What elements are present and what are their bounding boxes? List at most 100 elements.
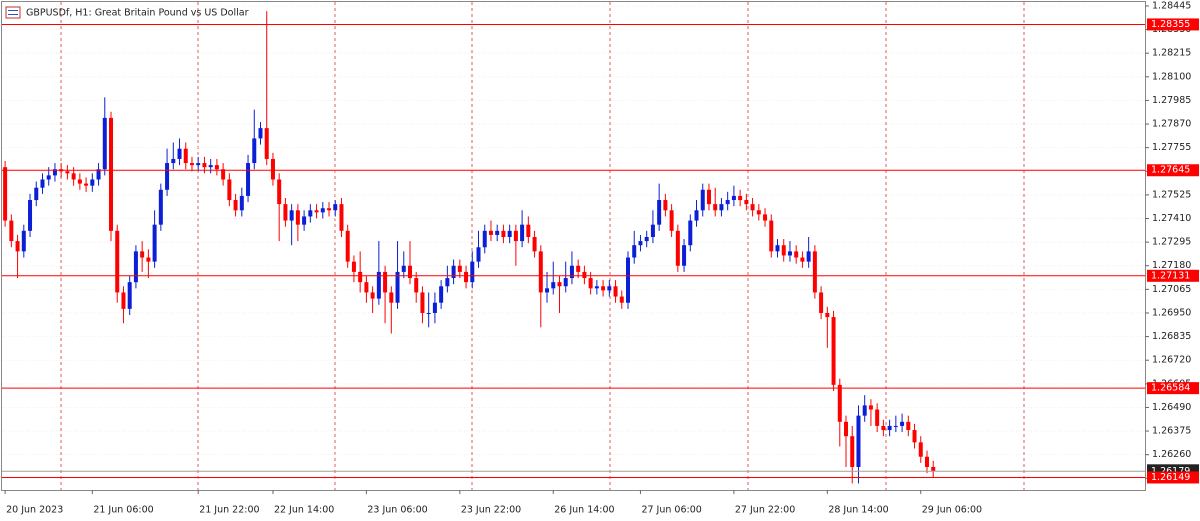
candle-body xyxy=(239,195,244,211)
candle-body xyxy=(675,230,680,266)
candle-body xyxy=(127,282,132,309)
candle-body xyxy=(545,288,550,293)
candle-body xyxy=(526,224,531,237)
candle-body xyxy=(189,163,194,166)
candle-body xyxy=(924,456,929,467)
candle-body xyxy=(482,230,487,248)
candle-body xyxy=(507,230,512,237)
candle-body xyxy=(389,292,394,303)
x-tick-label: 29 Jun 06:00 xyxy=(922,505,982,516)
candle-body xyxy=(844,421,849,437)
y-tick-label: 1.27295 xyxy=(1152,237,1191,248)
candle-body xyxy=(152,224,157,262)
candle-body xyxy=(327,208,332,211)
candle-body xyxy=(21,230,26,252)
x-tick-label: 27 Jun 22:00 xyxy=(735,505,795,516)
candle-body xyxy=(607,286,612,291)
y-tick-label: 1.27755 xyxy=(1152,142,1191,153)
candle-body xyxy=(800,257,805,262)
candle-body xyxy=(432,302,437,313)
candle-body xyxy=(264,128,269,159)
candle-body xyxy=(364,282,369,293)
candle-body xyxy=(682,245,687,266)
candle-body xyxy=(439,286,444,303)
candle-body xyxy=(445,278,450,287)
candle-body xyxy=(488,230,493,235)
candle-body xyxy=(115,230,120,293)
candle-body xyxy=(407,265,412,279)
y-tick-label: 1.26490 xyxy=(1152,402,1191,413)
candle-body xyxy=(165,163,170,190)
candle-body xyxy=(887,425,892,431)
candle-body xyxy=(46,175,51,180)
candle-body xyxy=(358,271,363,283)
candle-body xyxy=(513,230,518,242)
candle-body xyxy=(183,148,188,164)
one-click-area[interactable] xyxy=(1107,3,1143,12)
candle-body xyxy=(744,200,749,205)
level-label-box xyxy=(1147,471,1199,484)
candle-body xyxy=(626,257,631,303)
candle-body xyxy=(252,138,257,164)
candle-body xyxy=(34,187,39,201)
candle-body xyxy=(28,200,33,231)
candle-body xyxy=(351,261,356,272)
candle-body xyxy=(451,265,456,279)
candle-body xyxy=(532,236,537,252)
candle-body xyxy=(794,251,799,258)
candle-body xyxy=(781,245,786,256)
level-label-box xyxy=(1147,18,1199,31)
candle-body xyxy=(246,163,251,196)
candle-body xyxy=(706,189,711,205)
plot-frame xyxy=(1,1,1146,491)
candle-body xyxy=(65,171,70,174)
candle-body xyxy=(569,265,574,279)
candle-body xyxy=(3,167,8,221)
candle-body xyxy=(582,271,587,279)
candle-body xyxy=(308,210,313,217)
candle-body xyxy=(594,286,599,289)
candle-body xyxy=(84,183,89,186)
candle-body xyxy=(208,165,213,168)
candle-body xyxy=(140,251,145,258)
candle-body xyxy=(738,195,743,201)
y-tick-label: 1.26950 xyxy=(1152,307,1191,318)
candle-body xyxy=(109,117,114,231)
candle-body xyxy=(320,208,325,213)
candle-body xyxy=(339,204,344,231)
candle-body xyxy=(644,236,649,242)
candle-body xyxy=(825,312,830,318)
candle-body xyxy=(395,271,400,303)
candle-body xyxy=(657,200,662,225)
candle-body xyxy=(133,251,138,283)
y-tick-label: 1.27410 xyxy=(1152,213,1191,224)
candle-body xyxy=(763,214,768,221)
y-tick-label: 1.28215 xyxy=(1152,48,1191,59)
x-tick-label: 22 Jun 14:00 xyxy=(274,505,334,516)
candle-body xyxy=(831,317,836,385)
x-tick-label: 27 Jun 06:00 xyxy=(641,505,701,516)
candle-body xyxy=(314,210,319,213)
candle-body xyxy=(71,173,76,180)
y-tick-label: 1.27985 xyxy=(1152,95,1191,106)
candle-body xyxy=(688,220,693,246)
candle-body xyxy=(918,442,923,457)
candle-body xyxy=(90,179,95,186)
candle-body xyxy=(731,195,736,201)
candle-body xyxy=(912,430,917,443)
candle-body xyxy=(214,165,219,170)
candle-body xyxy=(121,292,126,309)
candle-body xyxy=(632,245,637,258)
candle-body xyxy=(837,384,842,422)
candle-body xyxy=(270,158,275,180)
candle-body xyxy=(787,251,792,256)
candle-body xyxy=(464,271,469,283)
candle-body xyxy=(881,425,886,431)
candle-body xyxy=(383,271,388,293)
candle-body xyxy=(819,292,824,313)
candle-body xyxy=(931,466,936,472)
candle-body xyxy=(563,278,568,287)
candle-body xyxy=(376,271,381,299)
